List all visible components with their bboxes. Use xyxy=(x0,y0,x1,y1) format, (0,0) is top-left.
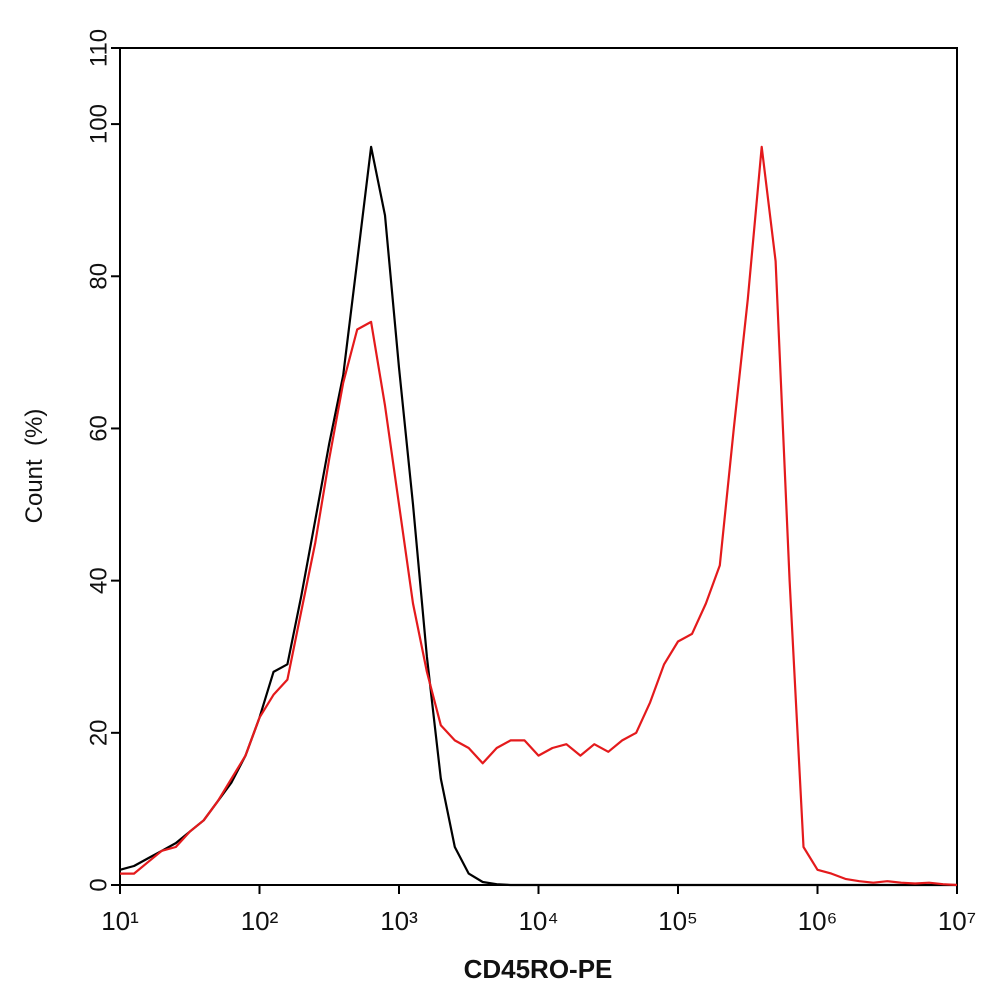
x-tick-label: 10⁴ xyxy=(518,906,558,936)
x-tick-label: 10⁵ xyxy=(658,906,698,936)
plot-frame xyxy=(119,47,958,886)
y-tick-label: 60 xyxy=(85,415,112,442)
y-tick-label: 40 xyxy=(85,567,112,594)
x-tick-label: 10⁶ xyxy=(798,906,838,936)
y-tick-label: 110 xyxy=(85,29,112,67)
y-tick-label: 20 xyxy=(85,719,112,746)
x-tick-label: 10² xyxy=(241,906,279,936)
series-line xyxy=(119,145,957,887)
x-tick-label: 10¹ xyxy=(101,906,139,936)
x-axis-label: CD45RO-PE xyxy=(464,954,613,984)
y-tick-label: 100 xyxy=(85,104,112,144)
y-tick-label: 0 xyxy=(85,878,112,891)
y-tick-label: 80 xyxy=(85,263,112,290)
y-axis-label: Count (%) xyxy=(21,409,48,524)
series-line xyxy=(120,145,958,887)
x-tick-label: 10³ xyxy=(380,906,418,936)
x-tick-label: 10⁷ xyxy=(938,906,976,936)
